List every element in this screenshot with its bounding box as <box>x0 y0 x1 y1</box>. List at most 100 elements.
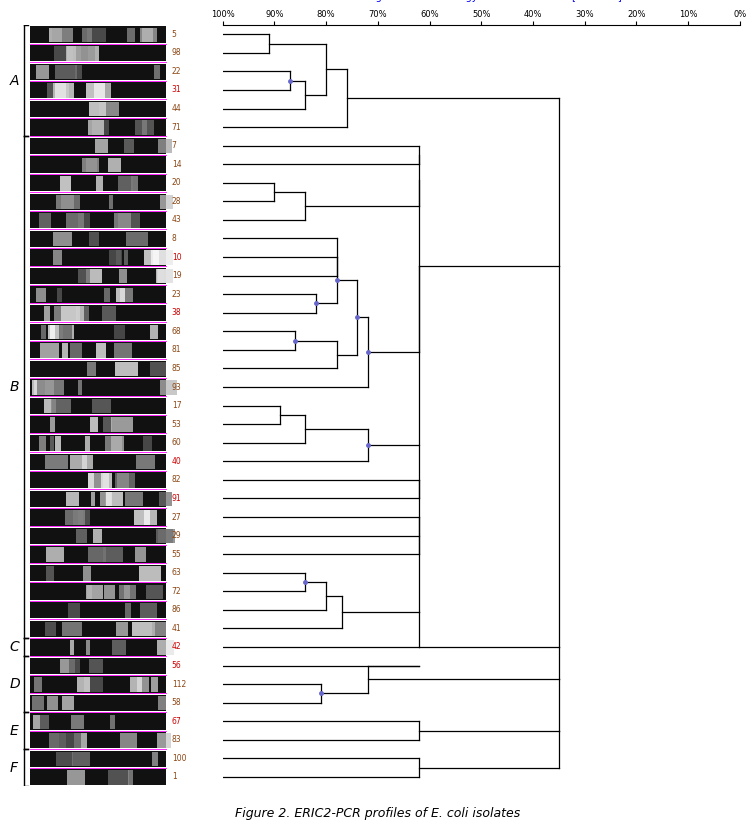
Bar <box>86 157 97 172</box>
Bar <box>158 139 171 153</box>
Text: B: B <box>9 380 19 394</box>
Bar <box>30 453 166 470</box>
Bar <box>156 269 166 284</box>
Bar <box>125 603 131 617</box>
Bar <box>52 27 72 42</box>
Bar <box>86 641 90 655</box>
Bar <box>149 362 166 376</box>
Text: 91: 91 <box>172 494 181 503</box>
Bar <box>30 119 166 136</box>
Bar <box>30 750 166 767</box>
Bar <box>70 344 82 358</box>
Text: 1: 1 <box>172 772 177 781</box>
Bar <box>114 324 125 339</box>
Bar <box>30 342 166 359</box>
Bar <box>157 641 174 655</box>
Bar <box>126 232 148 246</box>
Bar <box>30 658 166 674</box>
Bar <box>62 622 82 636</box>
Bar <box>102 306 116 320</box>
Bar <box>75 65 82 79</box>
Bar <box>106 492 123 506</box>
Bar <box>118 213 140 228</box>
Bar <box>30 175 166 191</box>
Bar <box>44 306 51 320</box>
Bar <box>140 566 161 581</box>
Bar <box>30 305 166 321</box>
Bar <box>30 639 166 656</box>
Bar <box>127 27 134 42</box>
Bar <box>50 418 55 432</box>
Bar <box>78 213 90 228</box>
Text: 10: 10 <box>172 253 181 261</box>
Text: 56: 56 <box>172 661 181 670</box>
Bar <box>30 714 166 730</box>
Bar <box>96 344 106 358</box>
Bar <box>82 157 99 172</box>
Bar <box>55 65 77 79</box>
Bar <box>112 641 125 655</box>
Text: Figure 2. ERIC2-PCR profiles of E. coli isolates: Figure 2. ERIC2-PCR profiles of E. coli … <box>235 806 520 820</box>
Bar <box>94 83 111 97</box>
Bar <box>132 622 155 636</box>
Text: A: A <box>9 74 19 87</box>
Bar <box>50 27 62 42</box>
Bar <box>30 45 166 62</box>
Bar <box>52 399 71 414</box>
Text: 44: 44 <box>172 104 181 113</box>
Bar <box>93 529 103 543</box>
Bar <box>131 176 138 191</box>
Bar <box>84 677 103 692</box>
Bar <box>82 27 91 42</box>
Bar <box>160 195 173 209</box>
Bar <box>67 46 90 61</box>
Bar <box>66 213 85 228</box>
Bar <box>30 156 166 173</box>
Bar <box>90 418 97 432</box>
Bar <box>30 695 166 711</box>
Text: 8: 8 <box>172 234 177 243</box>
Bar <box>30 27 166 42</box>
Bar <box>72 715 85 729</box>
Bar <box>88 46 100 61</box>
Bar <box>45 566 54 581</box>
Bar <box>85 83 106 97</box>
Text: 14: 14 <box>172 160 181 169</box>
Bar <box>61 195 80 209</box>
Text: 93: 93 <box>172 383 181 392</box>
Bar <box>76 306 88 320</box>
Bar <box>135 547 146 562</box>
Bar <box>40 715 48 729</box>
Bar <box>78 510 83 525</box>
Bar <box>99 102 119 116</box>
Bar <box>30 769 166 785</box>
Bar <box>30 435 166 451</box>
Bar <box>116 622 128 636</box>
Text: D: D <box>9 677 20 691</box>
Bar <box>159 492 172 506</box>
Bar <box>120 288 133 302</box>
Bar <box>47 83 69 97</box>
Bar <box>143 436 152 451</box>
Text: 86: 86 <box>172 606 181 614</box>
Text: 23: 23 <box>172 290 181 299</box>
Bar <box>89 102 106 116</box>
Bar <box>160 380 177 395</box>
Bar <box>76 306 84 320</box>
Bar <box>55 83 75 97</box>
Bar <box>104 288 110 302</box>
Bar <box>86 585 103 599</box>
Bar <box>36 65 49 79</box>
Bar <box>74 733 88 748</box>
Bar <box>100 492 112 506</box>
Title: Dendrogram with Homology Coefficient ≥ 50.0 [ UPGMA ]: Dendrogram with Homology Coefficient ≥ 5… <box>341 0 622 2</box>
Bar <box>46 547 63 562</box>
Bar <box>69 641 74 655</box>
Bar <box>60 176 72 191</box>
Bar <box>48 696 58 711</box>
Bar <box>124 250 128 265</box>
Bar <box>87 362 96 376</box>
Bar <box>53 83 66 97</box>
Bar <box>30 194 166 210</box>
Bar <box>115 213 131 228</box>
